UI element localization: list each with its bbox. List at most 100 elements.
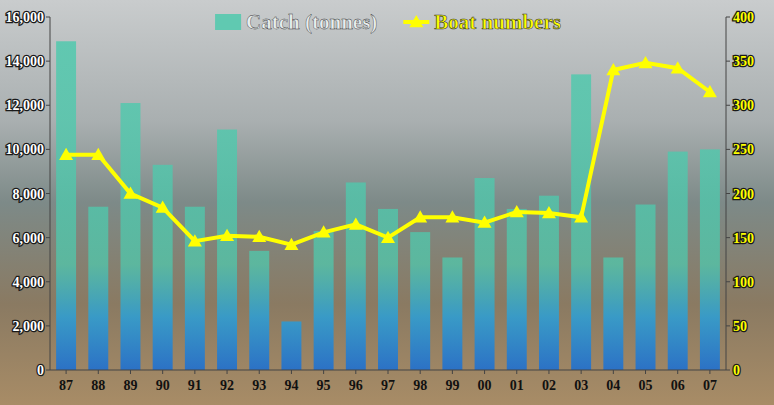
x-tick-label: 00 (478, 378, 492, 393)
boat-marker (284, 238, 298, 250)
boat-marker (59, 148, 73, 160)
x-tick-label: 91 (188, 378, 202, 393)
x-tick (259, 370, 260, 374)
boat-marker (574, 210, 588, 222)
y-tick (46, 325, 50, 326)
x-tick (645, 370, 646, 374)
legend-label: Catch (tonnes) (246, 10, 377, 34)
boat-line (66, 63, 710, 245)
boat-marker (478, 216, 492, 228)
x-tick-label: 04 (606, 378, 620, 393)
y2-tick (726, 61, 730, 62)
y-tick (46, 237, 50, 238)
bar (668, 152, 688, 370)
x-tick (709, 370, 710, 374)
y2-tick (726, 193, 730, 194)
bar (153, 165, 173, 370)
y-tick-label: 6,000 (13, 231, 45, 246)
x-tick-label: 87 (59, 378, 73, 393)
x-tick (194, 370, 195, 374)
y2-tick (726, 17, 730, 18)
y2-tick (726, 105, 730, 106)
y-tick (46, 193, 50, 194)
y2-tick-label: 250 (733, 142, 754, 157)
bar (314, 231, 334, 370)
x-tick (613, 370, 614, 374)
boat-marker (606, 63, 620, 75)
bar (603, 257, 623, 370)
boat-marker (510, 205, 524, 217)
x-tick (355, 370, 356, 374)
y2-tick-label: 100 (733, 275, 754, 290)
y-tick-label: 14,000 (6, 54, 45, 69)
bar (571, 74, 591, 370)
bar (539, 196, 559, 370)
legend-item: Catch (tonnes) (215, 10, 377, 34)
x-tick-label: 89 (123, 378, 137, 393)
x-tick (130, 370, 131, 374)
boat-marker (639, 56, 653, 68)
background (0, 0, 774, 405)
x-tick (98, 370, 99, 374)
bar (410, 232, 430, 370)
x-tick-label: 03 (574, 378, 588, 393)
x-tick-label: 02 (542, 378, 556, 393)
x-tick-label: 97 (381, 378, 395, 393)
x-tick (420, 370, 421, 374)
x-tick (66, 370, 67, 374)
y2-tick (726, 370, 730, 371)
legend-marker (409, 15, 423, 27)
y2-tick-label: 350 (733, 54, 754, 69)
y-tick-label: 8,000 (13, 187, 45, 202)
legend-swatch (215, 14, 241, 30)
boat-marker (220, 229, 234, 241)
bar (56, 41, 76, 370)
boat-marker (91, 148, 105, 160)
y2-tick (726, 149, 730, 150)
x-tick (548, 370, 549, 374)
bar (475, 178, 495, 370)
y2-tick-label: 400 (733, 10, 754, 25)
x-tick-label: 93 (252, 378, 266, 393)
y2-tick (726, 237, 730, 238)
x-tick (388, 370, 389, 374)
y-tick-label: 12,000 (6, 98, 45, 113)
x-tick-label: 06 (671, 378, 685, 393)
boat-marker (188, 234, 202, 246)
y-tick (46, 17, 50, 18)
bar (442, 257, 462, 370)
x-tick-label: 95 (317, 378, 331, 393)
y2-tick-label: 300 (733, 98, 754, 113)
x-tick (291, 370, 292, 374)
y2-tick-label: 150 (733, 231, 754, 246)
plot-area (56, 41, 720, 370)
bar (700, 149, 720, 370)
y2-tick (726, 325, 730, 326)
x-tick-label: 90 (156, 378, 170, 393)
y2-tick-label: 50 (733, 319, 747, 334)
y-tick-label: 0 (37, 363, 44, 378)
legend-label: Boat numbers (434, 10, 561, 34)
x-tick (484, 370, 485, 374)
x-tick-label: 94 (284, 378, 298, 393)
chart: 02,0004,0006,0008,00010,00012,00014,0001… (0, 0, 774, 405)
boat-marker (703, 85, 717, 97)
bar (636, 205, 656, 370)
x-tick (323, 370, 324, 374)
x-tick (227, 370, 228, 374)
y-tick (46, 370, 50, 371)
x-tick-label: 92 (220, 378, 234, 393)
y-tick (46, 61, 50, 62)
x-tick (677, 370, 678, 374)
boat-marker (156, 201, 170, 213)
bar (507, 209, 527, 370)
bar (88, 207, 108, 370)
y2-tick-label: 200 (733, 187, 754, 202)
x-tick-label: 01 (510, 378, 524, 393)
x-tick (516, 370, 517, 374)
x-tick-label: 98 (413, 378, 427, 393)
boat-marker (123, 187, 137, 199)
x-tick (162, 370, 163, 374)
bar (217, 130, 237, 370)
legend: Catch (tonnes) Boat numbers (215, 10, 561, 34)
